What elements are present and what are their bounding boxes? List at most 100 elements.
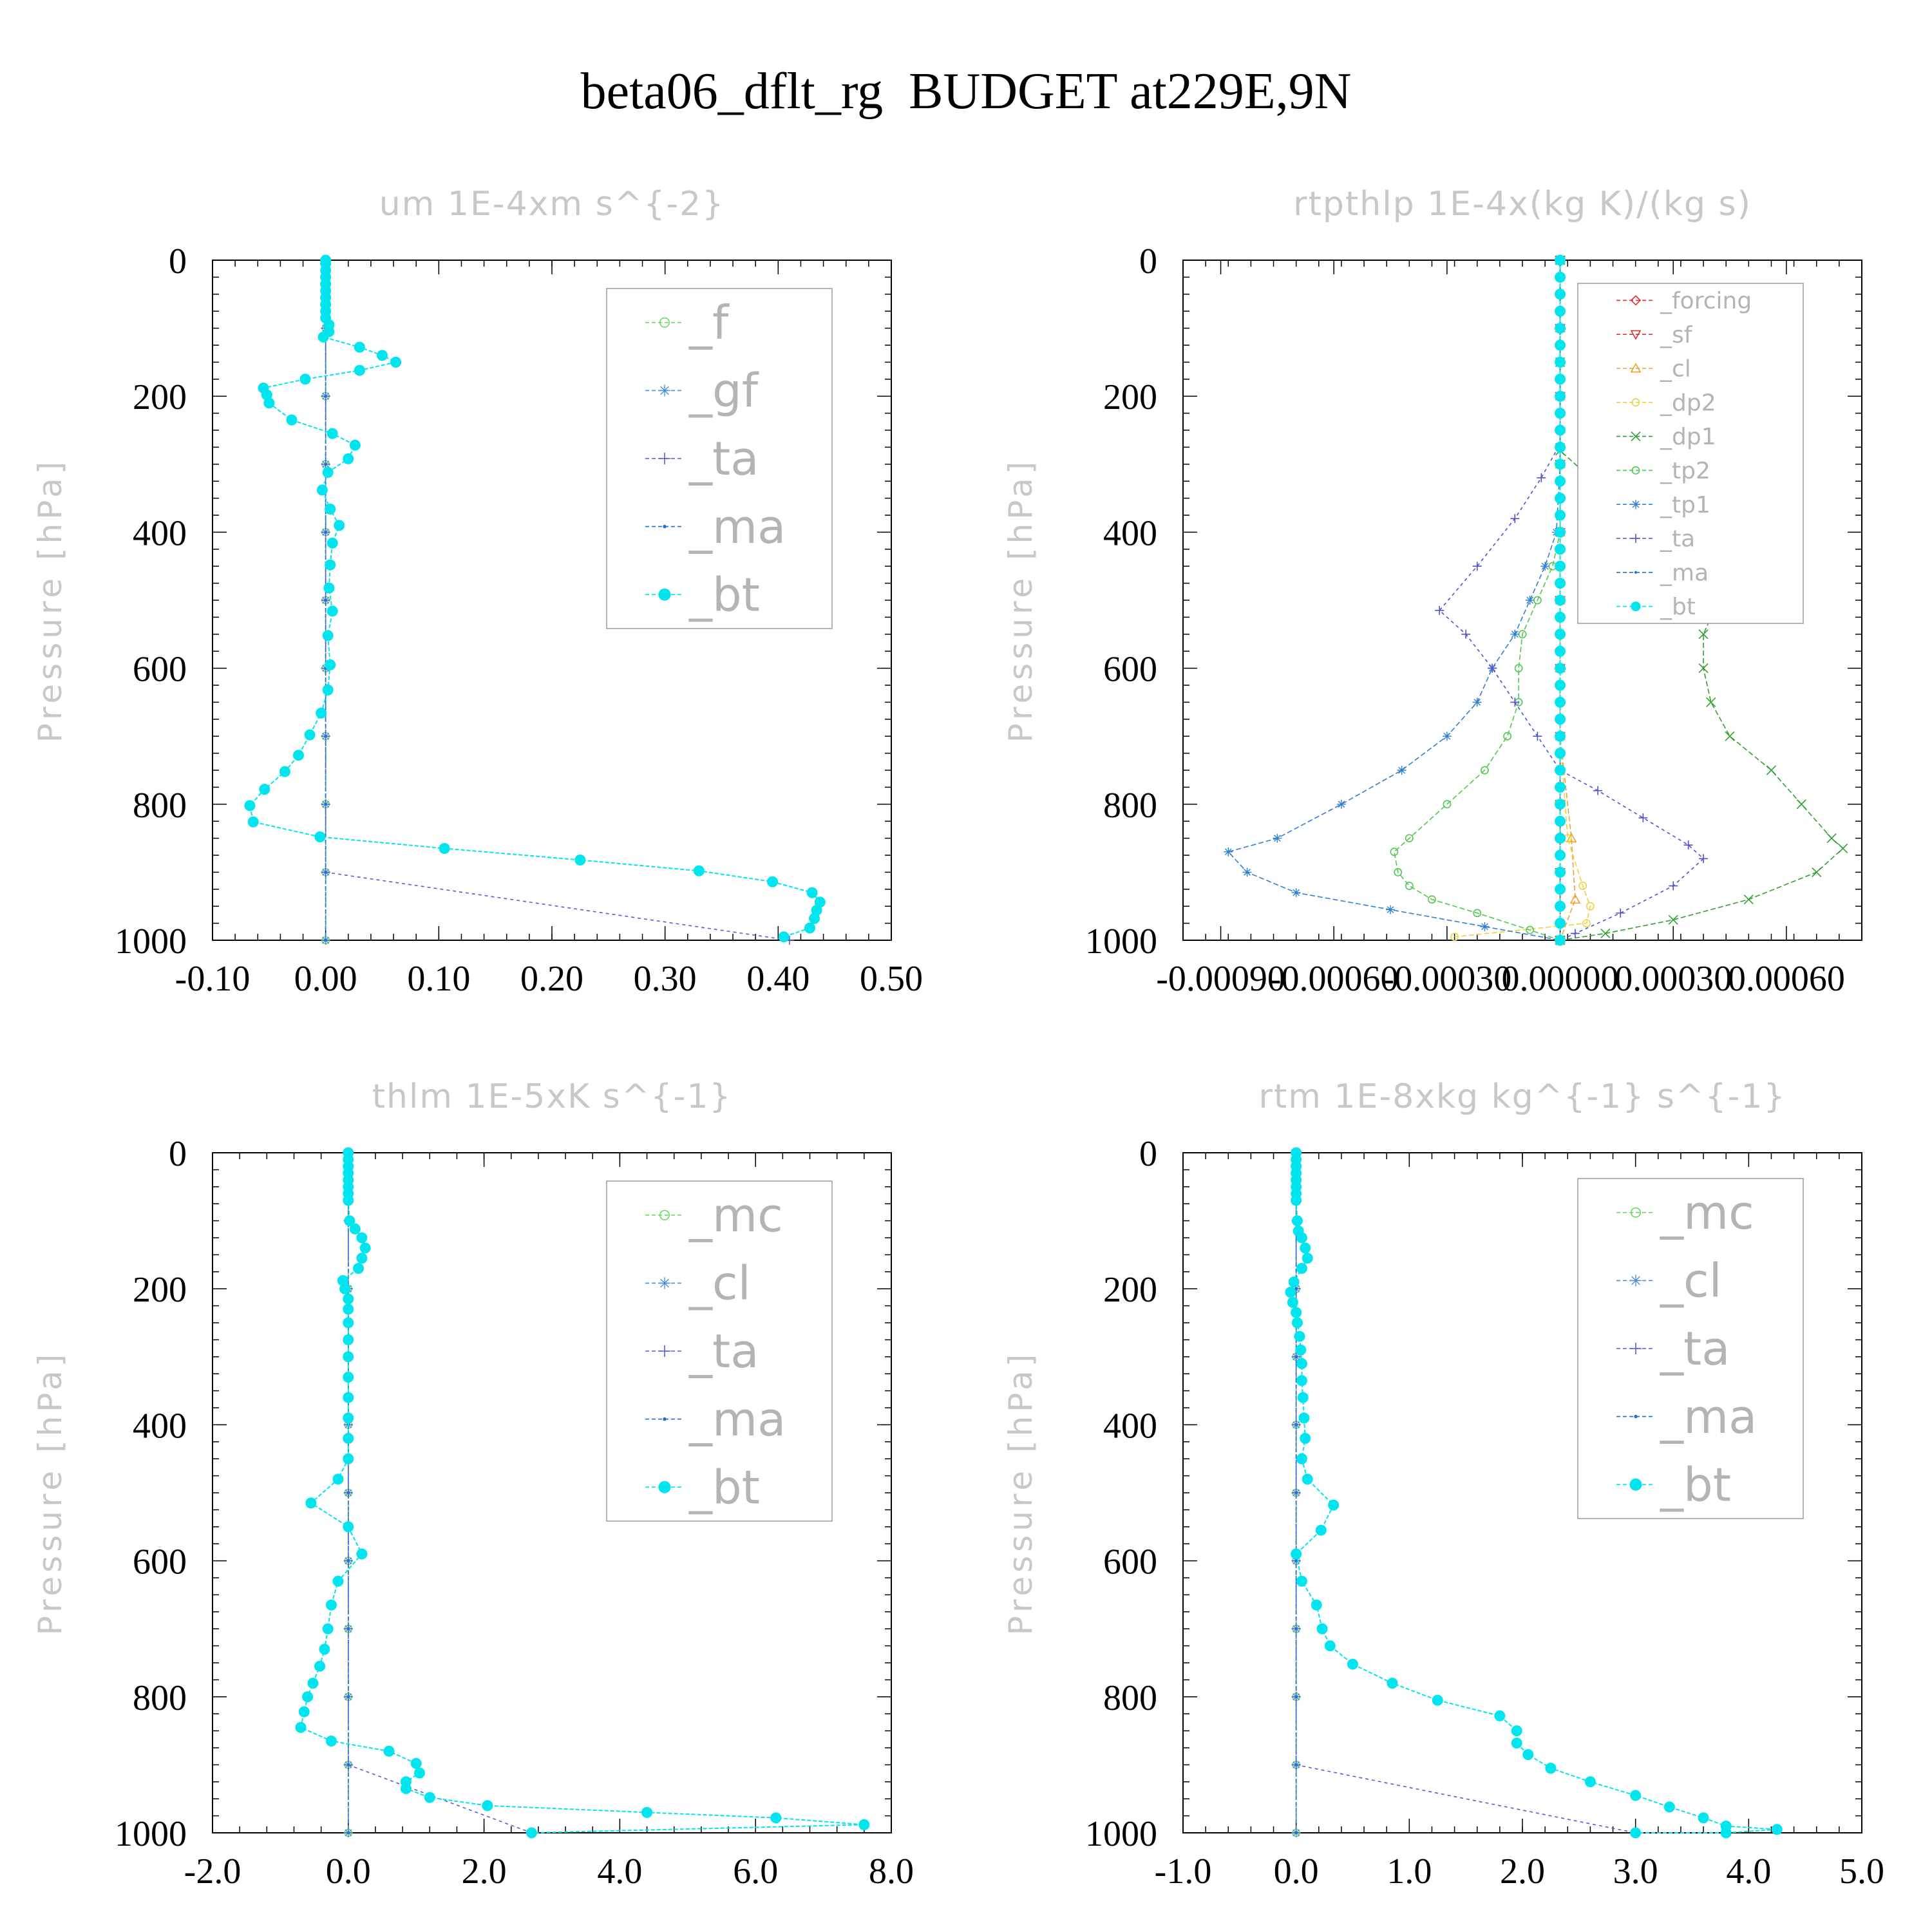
x-tick-label: 1.0 — [1387, 1852, 1432, 1891]
legend-swatch-marker — [1631, 398, 1640, 407]
series-ma — [1294, 1151, 1298, 1835]
legend-swatch-marker — [658, 1481, 671, 1493]
data-point — [1294, 1763, 1298, 1766]
y-tick-label: 600 — [1103, 650, 1157, 690]
legend-label: _ma — [688, 500, 786, 554]
legend-label: _dp2 — [1660, 390, 1716, 416]
data-point — [324, 531, 327, 534]
data-point — [1328, 1499, 1340, 1511]
data-point — [1526, 925, 1535, 934]
data-point — [767, 876, 779, 887]
data-point — [1555, 408, 1566, 419]
data-point — [1481, 766, 1489, 775]
x-tick-label: 0.00030 — [1615, 959, 1732, 999]
data-point — [1582, 919, 1591, 927]
data-point — [1300, 1242, 1311, 1254]
series-line — [347, 1153, 532, 1833]
data-point — [349, 1223, 361, 1235]
legend-swatch-marker — [1631, 500, 1640, 509]
data-point — [1291, 1307, 1302, 1318]
legend-label: _ma — [688, 1392, 786, 1446]
series-bt — [1285, 1147, 1783, 1839]
x-tick-label: 0.40 — [746, 959, 810, 999]
data-point — [390, 356, 402, 368]
data-point — [1555, 764, 1566, 776]
legend-swatch-marker — [1630, 295, 1642, 306]
legend-label: _ta — [1660, 526, 1695, 553]
legend-label: _sf — [1660, 322, 1693, 348]
data-point — [1302, 1253, 1313, 1264]
data-point — [1472, 562, 1482, 571]
legend-swatch-marker — [659, 1345, 670, 1357]
series-ta — [1435, 256, 1709, 945]
data-point — [1555, 781, 1566, 793]
series-tp1 — [1224, 256, 1565, 945]
data-point — [286, 414, 298, 426]
data-point — [1405, 882, 1414, 890]
data-point — [1291, 1215, 1303, 1227]
data-point — [324, 871, 327, 874]
data-point — [263, 397, 275, 409]
series-line — [1394, 260, 1561, 941]
data-point — [1586, 902, 1595, 911]
data-point — [1743, 895, 1754, 905]
x-tick-label: 8.0 — [869, 1852, 914, 1891]
data-point — [1450, 933, 1459, 942]
data-point — [325, 559, 336, 571]
data-point — [1522, 1749, 1534, 1761]
data-point — [343, 1351, 354, 1363]
y-tick-label: 200 — [1103, 377, 1157, 417]
data-point — [1394, 868, 1403, 876]
data-point — [299, 374, 311, 385]
series-ma — [346, 1151, 350, 1835]
data-point — [1555, 323, 1566, 334]
legend-label: _ma — [1660, 560, 1709, 586]
legend-label: _mc — [1660, 1186, 1754, 1240]
data-point — [1287, 1296, 1298, 1308]
data-point — [354, 341, 365, 353]
data-point — [1315, 1524, 1327, 1536]
data-point — [1569, 893, 1581, 904]
data-point — [1663, 1801, 1675, 1813]
data-point — [1294, 1287, 1298, 1291]
legend-swatch-marker — [663, 1417, 667, 1421]
legend-label: _cl — [688, 1256, 751, 1311]
y-tick-label: 200 — [1103, 1270, 1157, 1310]
data-point — [1297, 1392, 1309, 1403]
data-point — [1324, 1640, 1336, 1652]
data-point — [332, 1473, 344, 1485]
legend-label: _ma — [1660, 1390, 1757, 1444]
data-point — [1669, 881, 1678, 891]
data-point — [1555, 271, 1566, 283]
data-point — [1555, 696, 1566, 708]
y-tick-label: 0 — [1139, 242, 1157, 281]
y-tick-label: 800 — [133, 786, 187, 826]
data-point — [1296, 1375, 1307, 1387]
legend-swatch-marker — [659, 384, 670, 397]
data-point — [293, 750, 305, 761]
data-point — [1555, 900, 1566, 912]
legend-label: _cl — [1660, 1254, 1722, 1308]
legend-swatch-marker — [659, 453, 670, 464]
x-tick-label: 0.0 — [326, 1852, 371, 1891]
data-point — [314, 1660, 326, 1672]
legend-label: _cl — [1660, 356, 1691, 383]
data-point — [1630, 1790, 1642, 1801]
data-point — [1273, 833, 1282, 843]
data-point — [1630, 1827, 1642, 1839]
data-point — [1555, 714, 1566, 725]
data-point — [317, 331, 329, 343]
y-tick-label: 600 — [133, 1542, 187, 1582]
legend-swatch-marker — [1630, 330, 1642, 340]
data-point — [1294, 1331, 1305, 1342]
data-point — [325, 1599, 337, 1611]
y-tick-label: 200 — [133, 1270, 187, 1310]
data-point — [1296, 1232, 1307, 1244]
series-line — [1559, 260, 1844, 941]
legend-label: _gf — [688, 364, 759, 418]
chart-panel-3: thlm 1E-5xK s^{-1} Pressure [hPa] 0 200 400 6… — [32, 1077, 914, 1891]
data-point — [327, 537, 338, 549]
x-tick-label: 0.50 — [860, 959, 923, 999]
